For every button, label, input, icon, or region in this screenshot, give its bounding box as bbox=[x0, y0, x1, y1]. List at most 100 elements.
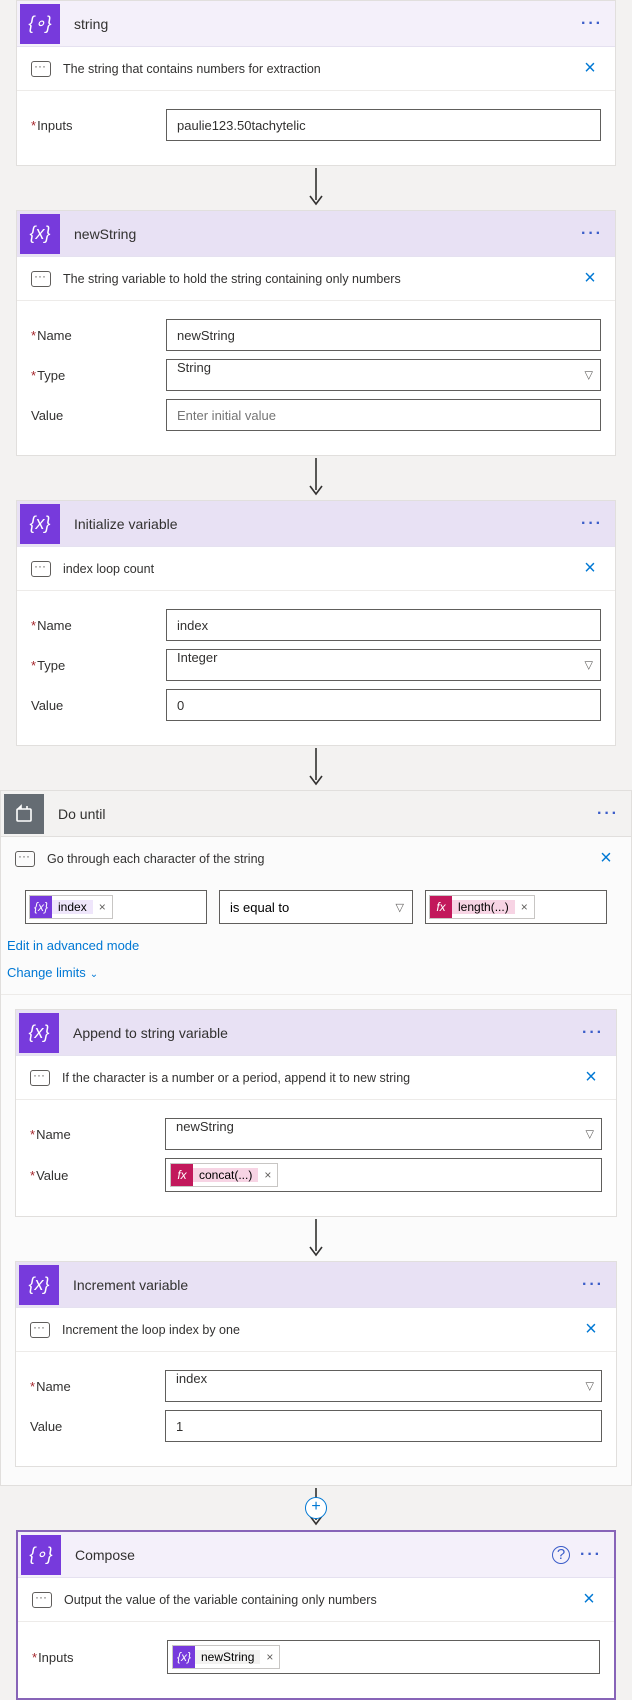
card-append-string: {x} Append to string variable ··· If the… bbox=[15, 1009, 617, 1217]
condition-right[interactable]: fx length(...) × bbox=[425, 890, 607, 924]
more-icon[interactable]: ··· bbox=[582, 1277, 604, 1293]
description-row: The string variable to hold the string c… bbox=[17, 257, 615, 301]
value-field[interactable]: fx concat(...) × bbox=[165, 1158, 602, 1192]
card-title: Append to string variable bbox=[59, 1025, 582, 1041]
token-label: length(...) bbox=[452, 900, 515, 914]
close-icon[interactable]: × bbox=[579, 267, 601, 290]
type-label: *Type bbox=[31, 658, 166, 673]
remove-token-icon[interactable]: × bbox=[260, 1650, 279, 1664]
comment-icon bbox=[31, 271, 51, 287]
description-text: The string that contains numbers for ext… bbox=[63, 62, 579, 76]
more-icon[interactable]: ··· bbox=[581, 16, 603, 32]
variable-token[interactable]: {x} newString × bbox=[172, 1645, 280, 1669]
inputs-field[interactable]: {x} newString × bbox=[167, 1640, 600, 1674]
variable-icon: {x} bbox=[20, 214, 60, 254]
card-header[interactable]: {x} Increment variable ··· bbox=[16, 1262, 616, 1308]
card-title: Compose bbox=[61, 1547, 552, 1563]
inputs-label: *Inputs bbox=[31, 118, 166, 133]
card-title: Initialize variable bbox=[60, 516, 581, 532]
remove-token-icon[interactable]: × bbox=[93, 900, 112, 914]
close-icon[interactable]: × bbox=[578, 1588, 600, 1611]
remove-token-icon[interactable]: × bbox=[515, 900, 534, 914]
description-text: Go through each character of the string bbox=[47, 852, 595, 866]
help-icon[interactable]: ? bbox=[552, 1546, 570, 1564]
fx-icon: fx bbox=[430, 896, 452, 918]
expression-token[interactable]: fx length(...) × bbox=[429, 895, 535, 919]
card-header[interactable]: {∘} Compose ? ··· bbox=[18, 1532, 614, 1578]
name-select[interactable]: newString bbox=[165, 1118, 602, 1150]
fx-icon: fx bbox=[171, 1164, 193, 1186]
card-title: Do until bbox=[44, 806, 597, 822]
card-header[interactable]: {x} newString ··· bbox=[17, 211, 615, 257]
more-icon[interactable]: ··· bbox=[597, 806, 619, 822]
comment-icon bbox=[30, 1070, 50, 1086]
variable-icon: {x} bbox=[19, 1013, 59, 1053]
name-label: *Name bbox=[30, 1127, 165, 1142]
variable-icon: {x} bbox=[20, 504, 60, 544]
more-icon[interactable]: ··· bbox=[580, 1547, 602, 1563]
loop-icon bbox=[4, 794, 44, 834]
value-field[interactable] bbox=[166, 689, 601, 721]
value-field[interactable] bbox=[165, 1410, 602, 1442]
description-row: Increment the loop index by one × bbox=[16, 1308, 616, 1352]
compose-icon: {∘} bbox=[21, 1535, 61, 1575]
type-label: *Type bbox=[31, 368, 166, 383]
description-row: The string that contains numbers for ext… bbox=[17, 47, 615, 91]
name-field[interactable] bbox=[166, 609, 601, 641]
arrow-connector bbox=[16, 746, 616, 790]
close-icon[interactable]: × bbox=[579, 557, 601, 580]
compose-icon: {∘} bbox=[20, 4, 60, 44]
remove-token-icon[interactable]: × bbox=[258, 1168, 277, 1182]
close-icon[interactable]: × bbox=[595, 847, 617, 870]
description-text: Output the value of the variable contain… bbox=[64, 1593, 578, 1607]
value-field[interactable] bbox=[166, 399, 601, 431]
token-label: concat(...) bbox=[193, 1168, 258, 1182]
condition-left[interactable]: {x} index × bbox=[25, 890, 207, 924]
name-field[interactable] bbox=[166, 319, 601, 351]
description-row: index loop count × bbox=[17, 547, 615, 591]
name-label: *Name bbox=[31, 618, 166, 633]
card-header[interactable]: {∘} string ··· bbox=[17, 1, 615, 47]
variable-icon: {x} bbox=[19, 1265, 59, 1305]
value-label: Value bbox=[31, 408, 166, 423]
comment-icon bbox=[30, 1322, 50, 1338]
card-header[interactable]: {x} Initialize variable ··· bbox=[17, 501, 615, 547]
change-limits-link[interactable]: Change limits⌄ bbox=[7, 965, 98, 980]
variable-token[interactable]: {x} index × bbox=[29, 895, 113, 919]
card-initialize-variable: {x} Initialize variable ··· index loop c… bbox=[16, 500, 616, 746]
type-select[interactable]: Integer bbox=[166, 649, 601, 681]
operator-label: is equal to bbox=[230, 900, 289, 915]
comment-icon bbox=[32, 1592, 52, 1608]
token-label: newString bbox=[195, 1650, 260, 1664]
more-icon[interactable]: ··· bbox=[581, 226, 603, 242]
card-header[interactable]: {x} Append to string variable ··· bbox=[16, 1010, 616, 1056]
description-row: Go through each character of the string … bbox=[1, 837, 631, 880]
more-icon[interactable]: ··· bbox=[582, 1025, 604, 1041]
comment-icon bbox=[31, 561, 51, 577]
value-label: Value bbox=[31, 698, 166, 713]
variable-icon: {x} bbox=[30, 896, 52, 918]
condition-operator[interactable]: is equal to ▽ bbox=[219, 890, 413, 924]
name-select[interactable]: index bbox=[165, 1370, 602, 1402]
card-title: string bbox=[60, 16, 581, 32]
description-text: The string variable to hold the string c… bbox=[63, 272, 579, 286]
card-title: newString bbox=[60, 226, 581, 242]
add-action-button[interactable]: + bbox=[305, 1497, 327, 1519]
card-title: Increment variable bbox=[59, 1277, 582, 1293]
close-icon[interactable]: × bbox=[580, 1066, 602, 1089]
advanced-mode-link[interactable]: Edit in advanced mode bbox=[7, 938, 139, 953]
type-select[interactable]: String bbox=[166, 359, 601, 391]
variable-icon: {x} bbox=[173, 1646, 195, 1668]
comment-icon bbox=[15, 851, 35, 867]
arrow-connector bbox=[16, 456, 616, 500]
card-increment-variable: {x} Increment variable ··· Increment the… bbox=[15, 1261, 617, 1467]
card-header[interactable]: Do until ··· bbox=[1, 791, 631, 837]
card-newstring: {x} newString ··· The string variable to… bbox=[16, 210, 616, 456]
condition-row: {x} index × is equal to ▽ fx length(...)… bbox=[1, 880, 631, 932]
description-text: If the character is a number or a period… bbox=[62, 1071, 580, 1085]
close-icon[interactable]: × bbox=[580, 1318, 602, 1341]
expression-token[interactable]: fx concat(...) × bbox=[170, 1163, 278, 1187]
inputs-field[interactable] bbox=[166, 109, 601, 141]
more-icon[interactable]: ··· bbox=[581, 516, 603, 532]
close-icon[interactable]: × bbox=[579, 57, 601, 80]
